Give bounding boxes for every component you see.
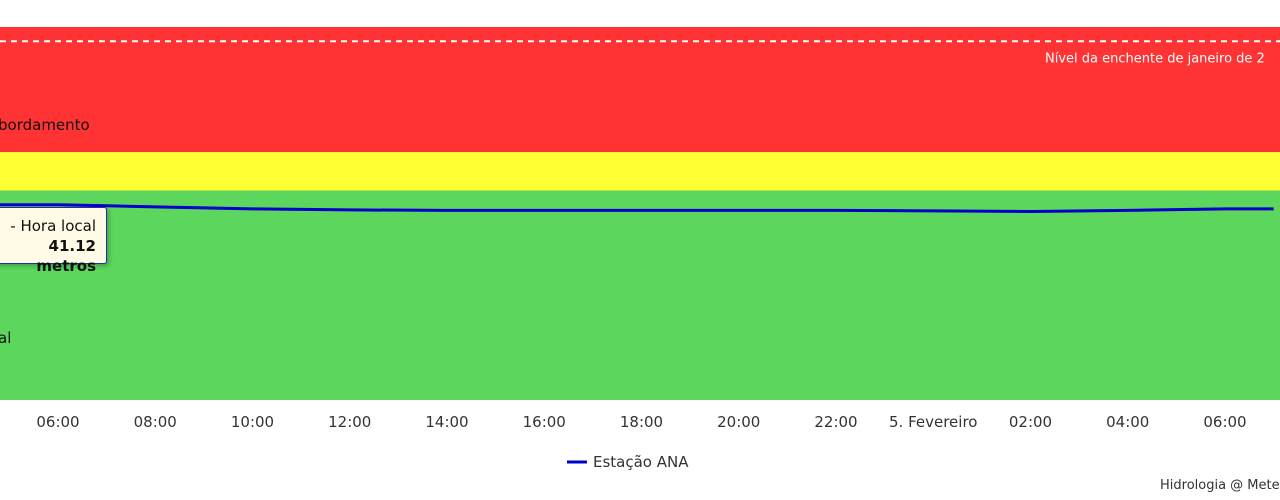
x-tick-label: 16:00 (523, 413, 566, 431)
plot-bands: bordamento al (0, 27, 1280, 400)
legend[interactable]: Estação ANA (567, 453, 689, 471)
x-tick-label: 06:00 (1203, 413, 1246, 431)
x-tick-label: 08:00 (134, 413, 177, 431)
plot-line-group: Nível da enchente de janeiro de 2 (0, 40, 1280, 66)
x-tick-label: 18:00 (620, 413, 663, 431)
tooltip-value: 41.12 metros (36, 237, 96, 275)
x-tick-label: 12:00 (328, 413, 371, 431)
plot-band-1 (0, 152, 1280, 191)
plot-band-2 (0, 190, 1280, 400)
x-tick-label: 02:00 (1009, 413, 1052, 431)
series-line-0[interactable] (0, 203, 1274, 213)
x-tick-label: 5. Fevereiro (889, 413, 977, 431)
x-axis-ticks: 06:00 08:00 10:00 12:00 14:00 16:00 18:00 20:00… (36, 413, 1246, 431)
credits[interactable]: Hidrologia @ Mete (1160, 478, 1280, 493)
plot-band-label-2: al (0, 329, 11, 347)
x-tick-label: 10:00 (231, 413, 274, 431)
x-tick-label: 22:00 (814, 413, 857, 431)
x-tick-label: 20:00 (717, 413, 760, 431)
x-tick-label: 14:00 (425, 413, 468, 431)
x-tick-label: 04:00 (1106, 413, 1149, 431)
tooltip: - Hora local 41.12 metros (0, 207, 107, 275)
plot-band-label-0: bordamento (0, 116, 90, 134)
tooltip-time: - Hora local (10, 217, 96, 235)
legend-item-estacao-ana[interactable]: Estação ANA (593, 453, 689, 471)
series-group (0, 203, 1274, 213)
plot-band-0 (0, 27, 1280, 153)
plot-line-label: Nível da enchente de janeiro de 2 (1045, 51, 1265, 66)
x-tick-label: 06:00 (36, 413, 79, 431)
